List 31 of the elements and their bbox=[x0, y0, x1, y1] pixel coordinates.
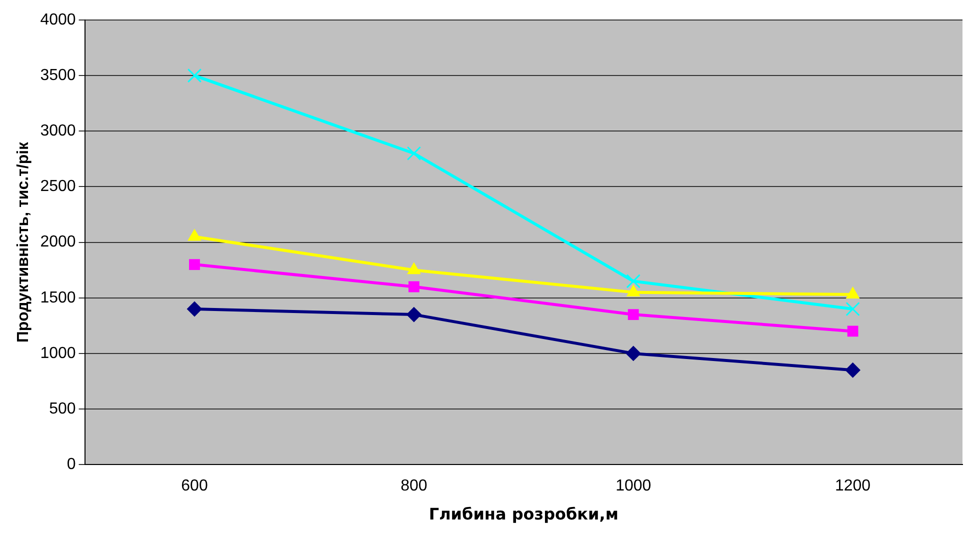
point bbox=[626, 284, 640, 296]
point bbox=[845, 362, 860, 378]
y-tick-label: 0 bbox=[66, 456, 76, 474]
y-tick-label: 2500 bbox=[40, 178, 76, 196]
y-tick-label: 2000 bbox=[40, 234, 76, 251]
point bbox=[189, 259, 200, 270]
point bbox=[846, 287, 860, 299]
point bbox=[187, 68, 202, 83]
point bbox=[406, 307, 422, 322]
point bbox=[628, 309, 639, 320]
y-tick-label: 3000 bbox=[40, 122, 76, 140]
point bbox=[408, 281, 420, 292]
y-tick-label: 4000 bbox=[40, 11, 76, 28]
point bbox=[407, 262, 420, 274]
point bbox=[187, 301, 202, 316]
y-tick-label: 1500 bbox=[40, 289, 76, 306]
y-axis-title: Продуктивність, тис.т/рік bbox=[15, 140, 32, 343]
point bbox=[626, 346, 641, 361]
point bbox=[626, 274, 640, 288]
point bbox=[406, 146, 422, 160]
x-tick-label: 600 bbox=[181, 478, 208, 495]
x-axis-title: Глибина розробки,м bbox=[428, 504, 618, 524]
y-tick-label: 500 bbox=[49, 400, 76, 418]
y-tick-label: 3500 bbox=[40, 66, 76, 84]
point bbox=[846, 302, 860, 316]
point bbox=[847, 326, 858, 337]
y-tick-label: 1000 bbox=[40, 344, 76, 362]
x-tick-label: 1200 bbox=[834, 478, 871, 495]
point bbox=[188, 229, 202, 241]
x-tick-label: 1000 bbox=[616, 478, 652, 495]
x-tick-label: 800 bbox=[400, 478, 428, 495]
